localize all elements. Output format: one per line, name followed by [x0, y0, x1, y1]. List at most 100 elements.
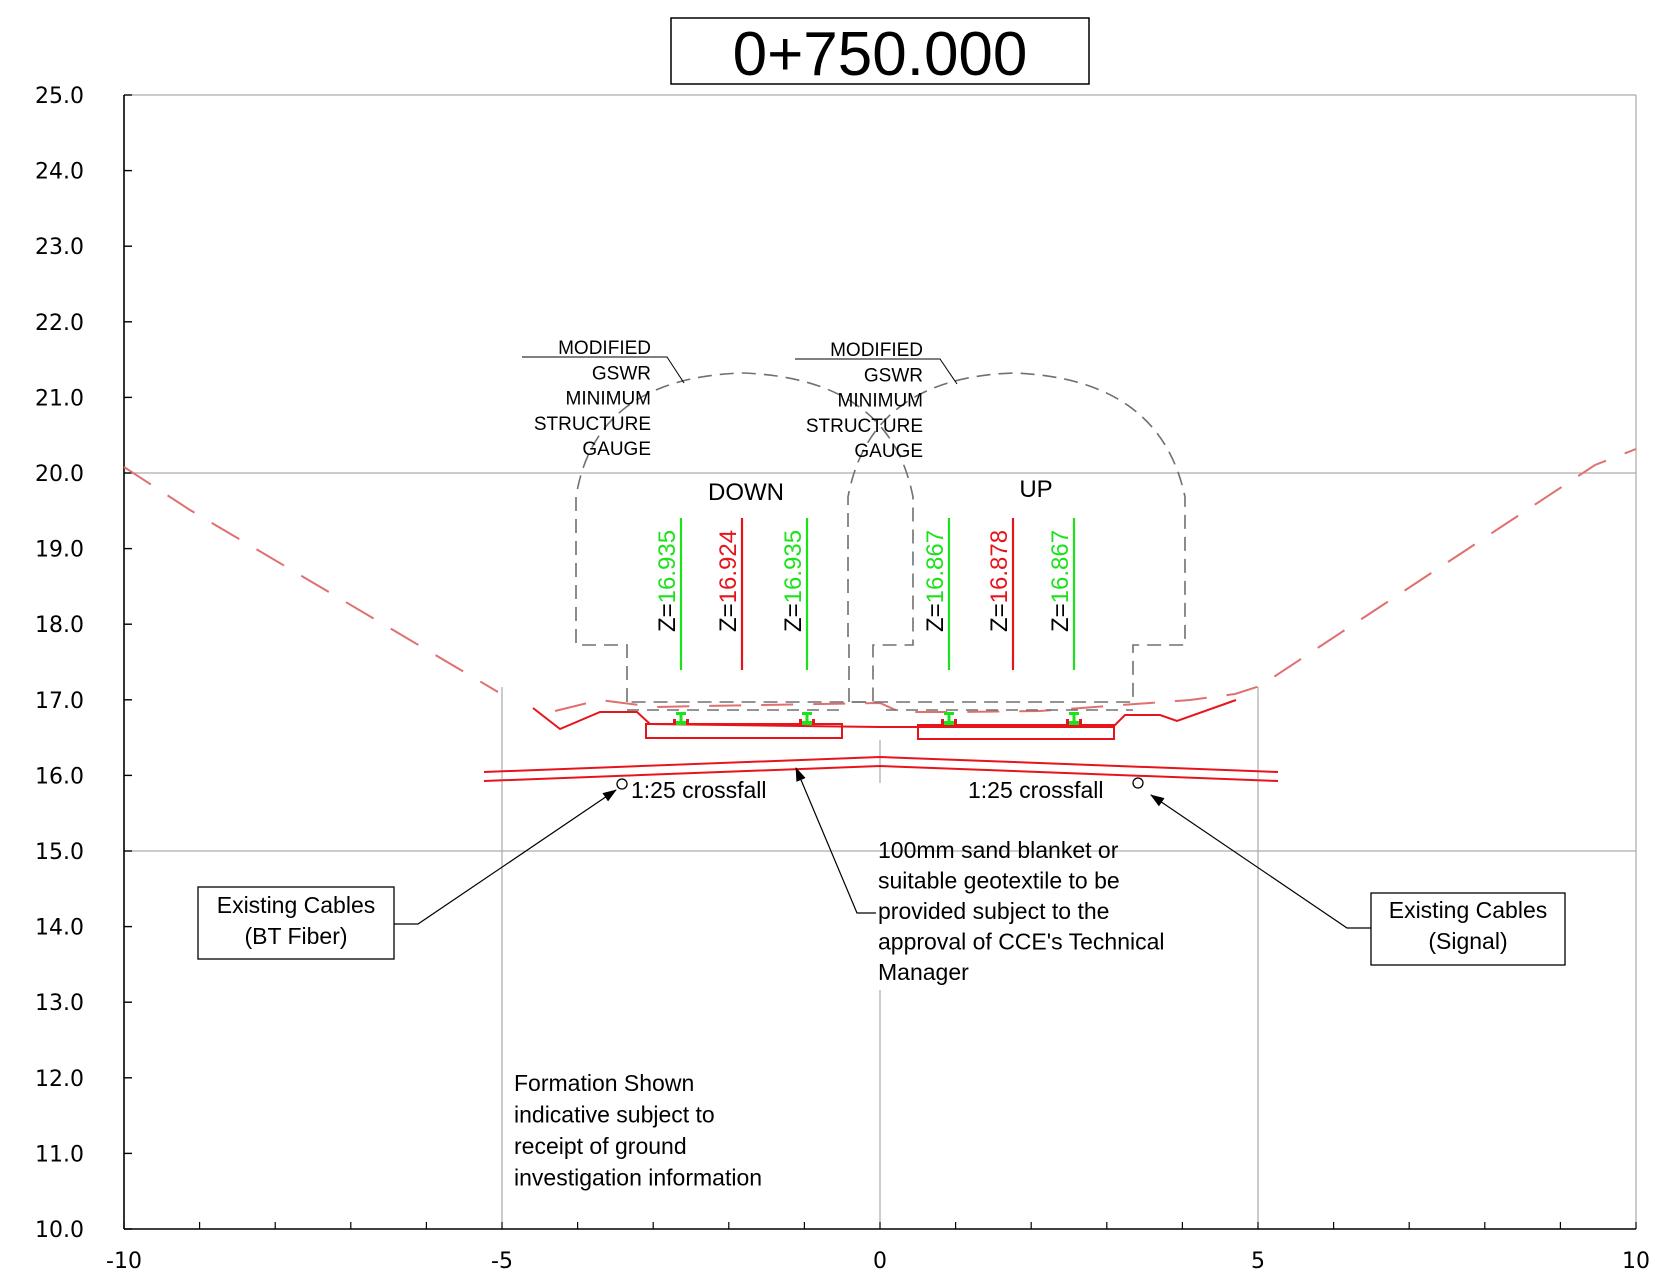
text-line: MINIMUM	[566, 389, 651, 410]
gauge-label-left: MODIFIED GSWR MINIMUM STRUCTURE GAUGE	[534, 338, 651, 460]
formation-line	[532, 699, 1237, 740]
cable-marker-right	[1132, 777, 1144, 789]
text-line: GAUGE	[582, 439, 651, 460]
rail-head	[802, 712, 812, 715]
cables-right-text: Existing Cables (Signal)	[1389, 897, 1548, 954]
x-tick-label: 10	[1622, 1249, 1650, 1274]
text-line: Existing Cables	[1389, 897, 1548, 923]
text-line: receipt of ground	[514, 1133, 687, 1159]
z-prefix: Z=	[715, 603, 742, 632]
rail-clip	[1079, 719, 1082, 725]
rail-level-label: Z=16.867	[1047, 530, 1074, 632]
rail-level-label: Z=16.924	[715, 530, 742, 632]
text-line: STRUCTURE	[534, 414, 651, 435]
y-tick-label: 14.0	[35, 916, 84, 941]
y-tick-label: 13.0	[35, 991, 84, 1016]
z-value: 16.867	[1047, 530, 1074, 603]
sand-blanket-note: 100mm sand blanket or suitable geotextile…	[878, 837, 1165, 985]
rail-clip	[812, 719, 815, 725]
y-tick-label: 15.0	[35, 840, 84, 865]
z-value: 16.935	[654, 530, 681, 603]
track-label-down: DOWN	[708, 479, 784, 506]
text-line: (BT Fiber)	[244, 923, 347, 949]
crossfall-label-left: 1:25 crossfall	[631, 777, 767, 803]
x-axis: -10 -5 0 5 10	[106, 1222, 1650, 1274]
z-value: 16.924	[715, 530, 742, 603]
chainage-box	[670, 17, 1090, 85]
x-tick-label: -10	[106, 1249, 142, 1274]
y-tick-label: 20.0	[35, 462, 84, 487]
y-tick-label: 17.0	[35, 689, 84, 714]
y-tick-label: 19.0	[35, 538, 84, 563]
z-value: 16.867	[922, 530, 949, 603]
text-line: Formation Shown	[514, 1070, 694, 1096]
z-value: 16.878	[986, 530, 1013, 603]
text-line: STRUCTURE	[806, 416, 923, 437]
text-line: approval of CCE's Technical	[878, 929, 1165, 955]
x-tick-label: 0	[873, 1249, 887, 1274]
z-value: 16.935	[780, 530, 807, 603]
rail-web	[805, 715, 809, 723]
rail-clip	[954, 719, 957, 725]
rail-clip	[686, 719, 689, 725]
gauge-label-right: MODIFIED GSWR MINIMUM STRUCTURE GAUGE	[806, 340, 923, 462]
callout-leaders	[394, 767, 1371, 929]
text-line: GAUGE	[854, 441, 923, 462]
text-line: investigation information	[514, 1165, 762, 1191]
rail-clip	[799, 719, 802, 725]
x-tick-label: 5	[1251, 1249, 1265, 1274]
text-line: GSWR	[864, 365, 923, 386]
rail-foot	[674, 721, 688, 725]
rail-clip	[1066, 719, 1069, 725]
text-line: provided subject to the	[878, 898, 1109, 924]
z-prefix: Z=	[922, 603, 949, 632]
rail-foot	[800, 721, 814, 725]
y-tick-label: 25.0	[35, 84, 84, 109]
cables-left-text: Existing Cables (BT Fiber)	[217, 892, 376, 949]
rail-web	[1072, 715, 1076, 723]
existing-ground-line	[123, 448, 1637, 713]
y-tick-label: 10.0	[35, 1218, 84, 1243]
text-line: suitable geotextile to be	[878, 868, 1120, 894]
z-prefix: Z=	[986, 603, 1013, 632]
y-tick-label: 23.0	[35, 235, 84, 260]
rail-level-label: Z=16.935	[780, 530, 807, 632]
y-tick-label: 18.0	[35, 613, 84, 638]
structure-gauge-down	[575, 372, 914, 703]
text-line: indicative subject to	[514, 1102, 715, 1128]
structure-gauge-up	[847, 372, 1186, 703]
z-prefix: Z=	[780, 603, 807, 632]
y-axis: 25.0 24.0 23.0 22.0 21.0 20.0 19.0 18.0 17.0 16.0…	[35, 84, 132, 1243]
y-tick-label: 12.0	[35, 1067, 84, 1092]
rail-levels: Z=16.935Z=16.924Z=16.935Z=16.867Z=16.878…	[654, 518, 1082, 725]
cables-left-box	[197, 886, 395, 960]
text-line: Existing Cables	[217, 892, 376, 918]
y-tick-label: 21.0	[35, 386, 84, 411]
rail-level-label: Z=16.867	[922, 530, 949, 632]
rail-foot	[942, 721, 956, 725]
chainage-title: 0+750.000	[733, 20, 1028, 89]
rail-clip	[941, 719, 944, 725]
cable-marker-left	[616, 778, 628, 790]
crossfall-label-right: 1:25 crossfall	[968, 777, 1104, 803]
rail-head	[944, 712, 954, 715]
grid-lines	[124, 472, 1636, 1229]
y-tick-label: 11.0	[35, 1142, 84, 1167]
rail-head	[1069, 712, 1079, 715]
rail-level-label: Z=16.878	[986, 530, 1013, 632]
rail-web	[947, 715, 951, 723]
rail-foot	[1067, 721, 1081, 725]
text-line: MODIFIED	[558, 338, 651, 359]
rail-level-label: Z=16.935	[654, 530, 681, 632]
y-tick-label: 22.0	[35, 311, 84, 336]
track-label-up: UP	[1019, 476, 1052, 503]
text-line: Manager	[878, 959, 969, 985]
cables-right-box	[1370, 892, 1566, 966]
y-tick-label: 16.0	[35, 764, 84, 789]
rail-clip	[673, 719, 676, 725]
text-line: MINIMUM	[838, 391, 923, 412]
text-line: MODIFIED	[830, 340, 923, 361]
z-prefix: Z=	[1047, 603, 1074, 632]
z-prefix: Z=	[654, 603, 681, 632]
